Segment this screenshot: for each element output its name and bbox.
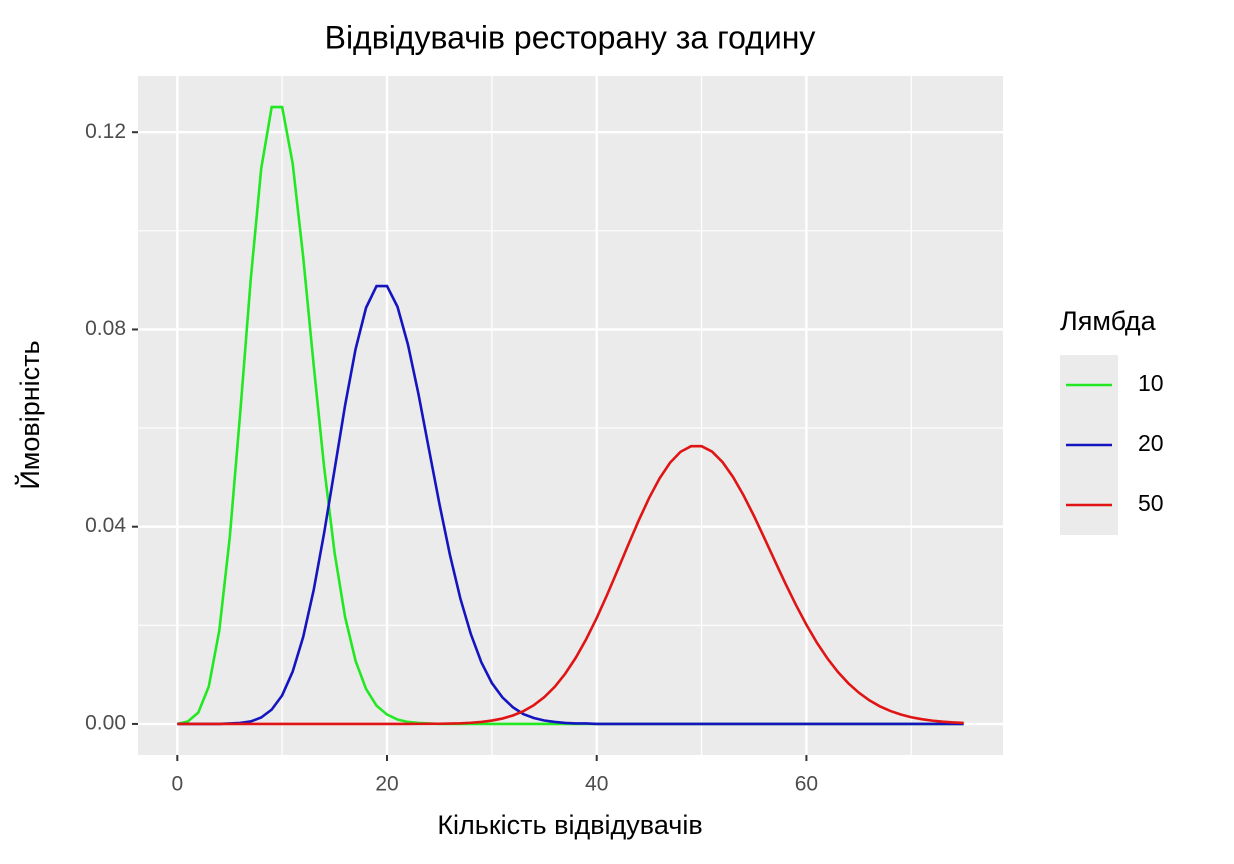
y-tick-label: 0.04 [85,514,126,537]
legend-label: 20 [1138,430,1164,456]
legend-label: 50 [1138,490,1164,516]
legend-label: 10 [1138,370,1164,396]
x-tick-label: 60 [795,773,818,796]
series-line [177,444,964,726]
series-line [177,284,964,726]
legend-title: Лямбда [1060,306,1157,336]
y-tick-label: 0.12 [85,120,126,143]
y-tick-label: 0.00 [85,711,126,734]
y-tick-label: 0.08 [85,317,126,340]
plot-panel [138,76,1003,755]
chart-title: Відвідувачів ресторану за годину [325,19,816,55]
x-tick-label: 20 [375,773,398,796]
x-tick-label: 0 [171,773,183,796]
x-tick-label: 40 [585,773,608,796]
y-axis-label: Ймовірність [14,340,45,489]
x-axis-label: Кількість відвідувачів [437,810,702,840]
